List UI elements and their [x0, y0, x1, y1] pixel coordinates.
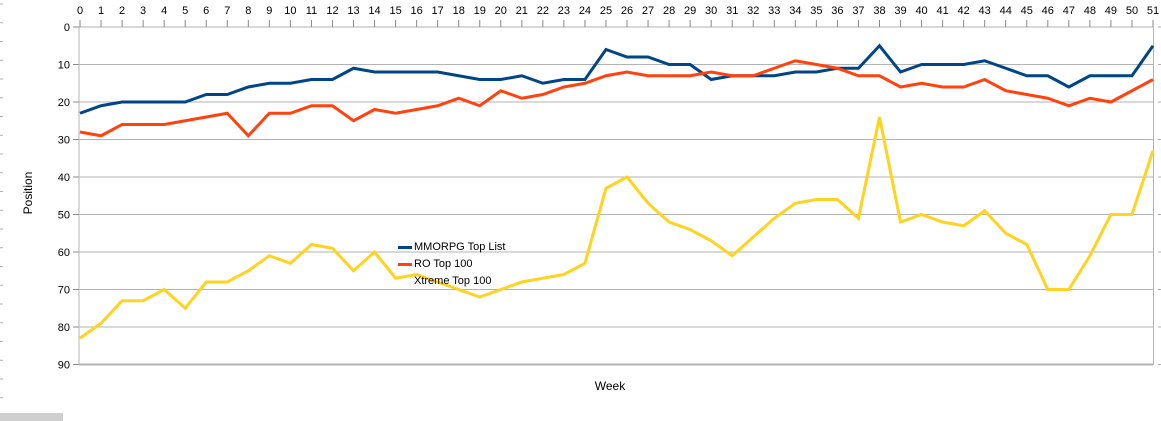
y-tick-label: 90 [58, 360, 70, 372]
legend-swatch-blue [398, 246, 412, 249]
x-tick-label: 49 [1105, 5, 1117, 17]
x-tick-label: 46 [1042, 5, 1054, 17]
x-tick-label: 23 [558, 5, 570, 17]
x-tick-label: 11 [306, 5, 317, 17]
x-tick-label: 1 [98, 5, 104, 17]
x-tick-label: 3 [140, 5, 146, 17]
x-tick-label: 6 [203, 5, 209, 17]
series-line-mmorpg-top-list [79, 43, 1155, 115]
x-tick-label: 48 [1084, 5, 1096, 17]
x-tick-label: 5 [182, 5, 188, 17]
legend-item-ro-top-100: RO Top 100 [398, 256, 506, 273]
x-tick-label: 51 [1147, 5, 1159, 17]
y-tick-label: 10 [58, 60, 70, 72]
x-tick-label: 41 [936, 5, 948, 17]
x-tick-label: 37 [852, 5, 864, 17]
x-tick-label: 0 [77, 5, 83, 17]
x-tick-label: 12 [326, 5, 338, 17]
x-tick-label: 15 [389, 5, 401, 17]
x-tick-label: 34 [789, 5, 801, 17]
x-tick-label: 17 [432, 5, 444, 17]
x-tick-label: 32 [747, 5, 759, 17]
x-tick-label: 18 [453, 5, 465, 17]
series-line-xtreme-top-100 [79, 116, 1155, 340]
x-tick-label: 47 [1063, 5, 1075, 17]
x-tick-label: 16 [411, 5, 423, 17]
y-tick-label: 30 [58, 135, 70, 147]
x-tick-label: 39 [894, 5, 906, 17]
x-tick-label: 8 [245, 5, 251, 17]
y-tick-label: 60 [58, 247, 70, 259]
legend-item-xtreme-top-100: Xtreme Top 100 [398, 273, 506, 290]
legend-item-mmorpg-top-list: MMORPG Top List [398, 239, 506, 256]
x-tick-label: 20 [495, 5, 507, 17]
x-tick-label: 35 [810, 5, 822, 17]
series-line-ro-top-100 [79, 59, 1154, 138]
legend-label: Xtreme Top 100 [414, 275, 492, 287]
x-tick-label: 2 [119, 5, 125, 17]
y-tick-label: 0 [64, 22, 70, 34]
x-tick-label: 36 [831, 5, 843, 17]
legend-swatch-red [398, 263, 412, 266]
x-tick-label: 19 [474, 5, 486, 17]
x-tick-label: 38 [873, 5, 885, 17]
x-tick-label: 30 [705, 5, 717, 17]
x-tick-label: 10 [284, 5, 296, 17]
x-tick-label: 24 [579, 5, 591, 17]
cropped-ui-fragment [0, 413, 63, 421]
x-tick-label: 31 [726, 5, 738, 17]
x-axis-title: Week [594, 379, 626, 393]
y-tick-label: 20 [58, 97, 70, 109]
x-tick-label: 26 [621, 5, 633, 17]
legend-label: RO Top 100 [414, 258, 473, 270]
y-tick-label: 70 [58, 285, 70, 297]
x-tick-label: 14 [368, 5, 380, 17]
x-tick-label: 9 [266, 5, 272, 17]
y-tick-label: 80 [58, 322, 70, 334]
x-tick-label: 28 [663, 5, 675, 17]
x-tick-label: 43 [979, 5, 991, 17]
x-tick-label: 45 [1021, 5, 1033, 17]
x-tick-label: 33 [768, 5, 780, 17]
x-tick-label: 25 [600, 5, 612, 17]
x-tick-label: 42 [958, 5, 970, 17]
chart-legend: MMORPG Top List RO Top 100 Xtreme Top 10… [398, 239, 506, 290]
x-tick-label: 29 [684, 5, 696, 17]
y-tick-label: 50 [58, 210, 70, 222]
x-tick-label: 21 [516, 5, 528, 17]
x-tick-label: 27 [642, 5, 654, 17]
legend-label: MMORPG Top List [414, 241, 506, 253]
y-tick-label: 40 [58, 172, 70, 184]
x-tick-label: 13 [347, 5, 359, 17]
x-tick-label: 50 [1126, 5, 1138, 17]
x-tick-label: 4 [161, 5, 167, 17]
x-tick-label: 44 [1000, 5, 1012, 17]
y-axis-title: Position [21, 171, 35, 215]
x-tick-label: 40 [915, 5, 927, 17]
x-tick-label: 7 [224, 5, 230, 17]
x-tick-label: 22 [537, 5, 549, 17]
